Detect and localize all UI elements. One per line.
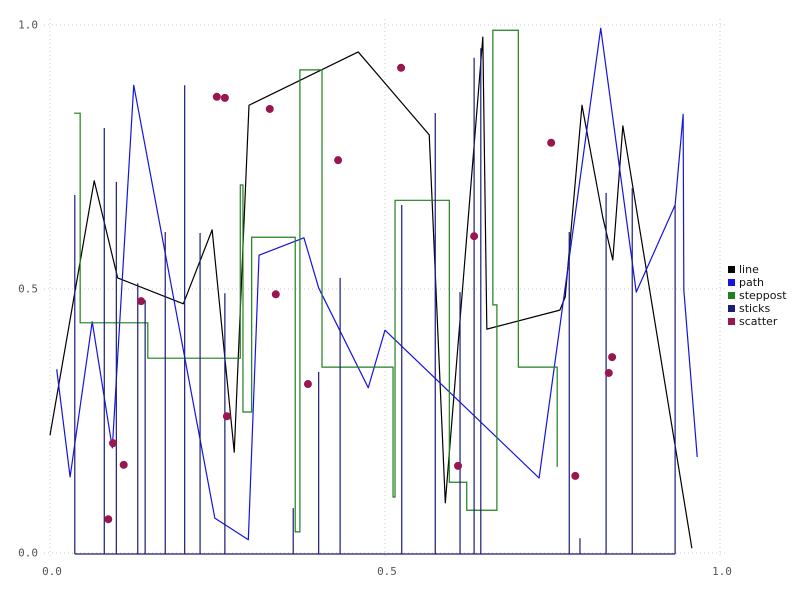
scatter-point [470,232,479,241]
legend-label: line [739,262,759,276]
x-tick-label: 0.5 [377,565,397,578]
scatter-point [303,380,312,389]
y-tick-label: 1.0 [18,18,38,32]
legend-item-scatter: scatter [728,314,787,328]
scatter-point [271,290,280,299]
legend-swatch-path [728,278,735,286]
series-path [56,27,698,541]
series-line [49,36,693,549]
series-steppost [74,29,558,533]
legend-swatch-sticks [728,304,735,312]
legend-swatch-steppost [728,291,735,299]
scatter-point [604,368,613,377]
legend-swatch-scatter [728,317,735,325]
scatter-point [397,63,406,72]
scatter-point [104,515,113,524]
legend-label: steppost [739,288,787,302]
legend-label: path [739,275,765,289]
legend-item-path: path [728,275,787,289]
scatter-point [571,471,580,480]
legend-label: scatter [739,314,778,328]
scatter-point [454,461,463,470]
scatter-point [222,412,231,421]
scatter-point [334,156,343,165]
x-tick-label: 0.0 [42,565,62,578]
scatter-point [608,353,617,362]
y-tick-label: 0.0 [18,546,38,560]
scatter-point [265,104,274,113]
scatter-point [212,92,221,101]
legend: line path steppost sticks scatter [728,262,787,328]
y-tick-label: 0.5 [18,282,38,296]
scatter-point [108,439,117,448]
scatter-point [137,297,146,306]
x-tick-label: 1.0 [712,565,732,578]
scatter-point [547,138,556,147]
legend-item-sticks: sticks [728,301,787,315]
legend-label: sticks [739,301,771,315]
scatter-point [220,93,229,102]
legend-item-steppost: steppost [728,288,787,302]
scatter-point [119,460,128,469]
legend-swatch-line [728,265,735,273]
legend-item-line: line [728,262,787,276]
